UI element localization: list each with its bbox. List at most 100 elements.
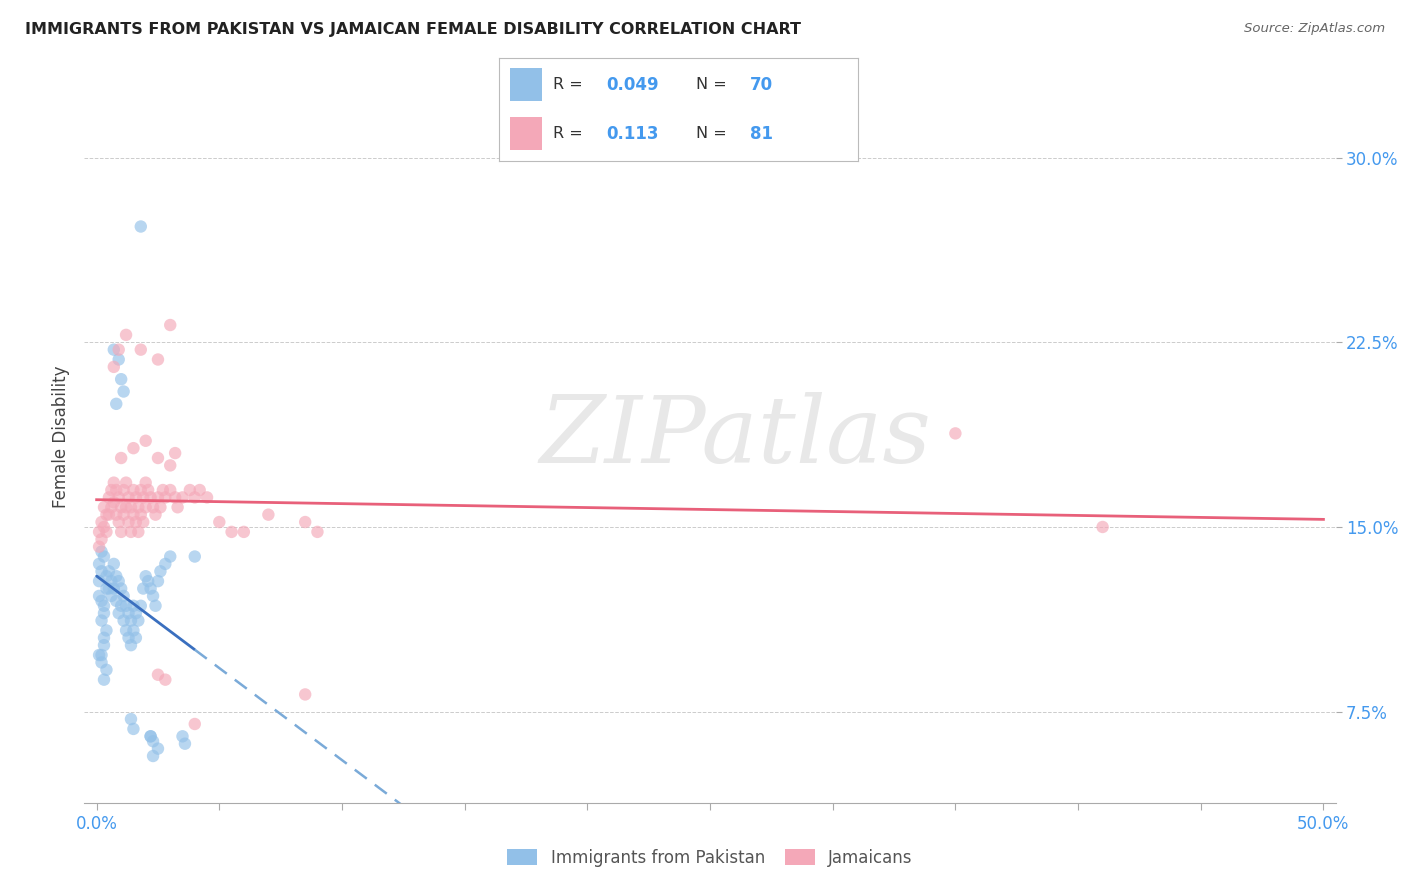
Point <box>103 557 125 571</box>
Point <box>125 631 148 645</box>
Point <box>129 343 152 357</box>
Point <box>165 491 187 505</box>
Point <box>146 491 169 505</box>
Point <box>127 614 149 628</box>
Point <box>107 574 129 589</box>
Point <box>93 606 115 620</box>
Point <box>93 500 115 515</box>
Point <box>103 359 125 374</box>
Text: 0.113: 0.113 <box>607 125 659 143</box>
Point <box>115 475 138 490</box>
Text: 81: 81 <box>751 125 773 143</box>
Point <box>110 599 132 613</box>
Point <box>142 589 165 603</box>
Point <box>1091 520 1114 534</box>
Point <box>100 589 122 603</box>
Point <box>159 549 181 564</box>
Point <box>120 712 142 726</box>
Point <box>129 508 152 522</box>
Point <box>107 491 129 505</box>
Point <box>208 515 231 529</box>
Point <box>103 495 125 509</box>
Point <box>136 574 159 589</box>
Point <box>110 500 132 515</box>
Point <box>139 729 162 743</box>
Point <box>110 524 132 539</box>
Point <box>96 569 118 583</box>
Y-axis label: Female Disability: Female Disability <box>52 366 70 508</box>
Point <box>136 483 159 497</box>
Point <box>97 582 120 596</box>
Point <box>97 564 120 578</box>
Point <box>232 524 254 539</box>
Point <box>166 500 188 515</box>
Point <box>107 606 129 620</box>
Point <box>90 533 112 547</box>
Point <box>117 491 139 505</box>
Point <box>139 582 162 596</box>
Point <box>172 729 194 743</box>
Point <box>135 434 157 448</box>
Point <box>87 557 110 571</box>
Point <box>100 500 122 515</box>
Point <box>122 722 145 736</box>
Point <box>155 491 177 505</box>
Point <box>172 491 194 505</box>
Point <box>149 500 172 515</box>
Point <box>90 564 112 578</box>
Point <box>105 397 128 411</box>
Point <box>145 599 167 613</box>
Point <box>105 594 128 608</box>
Point <box>146 352 169 367</box>
Point <box>122 483 145 497</box>
Point <box>146 450 169 465</box>
Point <box>125 606 148 620</box>
Point <box>149 564 172 578</box>
Point <box>122 599 145 613</box>
Point <box>129 219 152 234</box>
Point <box>135 475 157 490</box>
Point <box>115 500 138 515</box>
Point <box>103 475 125 490</box>
Point <box>188 483 211 497</box>
Point <box>125 491 148 505</box>
Point <box>117 515 139 529</box>
Point <box>112 614 135 628</box>
Point <box>155 557 177 571</box>
Point <box>107 352 129 367</box>
Point <box>93 638 115 652</box>
Point <box>132 515 155 529</box>
Point <box>184 717 207 731</box>
Text: 70: 70 <box>751 76 773 94</box>
Point <box>122 441 145 455</box>
Point <box>90 614 112 628</box>
Point <box>90 515 112 529</box>
Point <box>146 574 169 589</box>
Point <box>179 483 201 497</box>
Point <box>184 491 207 505</box>
Point <box>96 582 118 596</box>
Point <box>93 673 115 687</box>
Point <box>159 458 181 473</box>
Text: R =: R = <box>553 127 593 142</box>
Point <box>145 508 167 522</box>
Point <box>294 515 316 529</box>
Point <box>110 450 132 465</box>
Point <box>103 343 125 357</box>
Point <box>93 549 115 564</box>
Point <box>120 638 142 652</box>
Point <box>107 343 129 357</box>
Point <box>125 515 148 529</box>
Point <box>120 614 142 628</box>
Point <box>112 384 135 399</box>
Point <box>294 688 316 702</box>
Point <box>112 508 135 522</box>
FancyBboxPatch shape <box>510 118 543 150</box>
Point <box>142 734 165 748</box>
Point <box>127 500 149 515</box>
Point <box>135 500 157 515</box>
Point <box>115 599 138 613</box>
Text: R =: R = <box>553 77 588 92</box>
Point <box>93 599 115 613</box>
Point <box>159 483 181 497</box>
